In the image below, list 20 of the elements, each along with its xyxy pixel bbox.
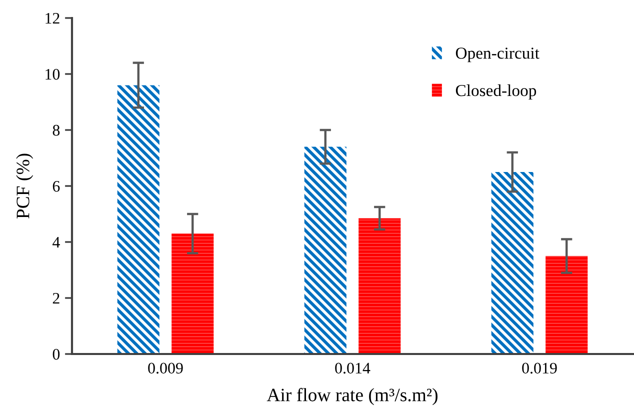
x-axis-title: Air flow rate (m³/s.m²): [266, 388, 438, 406]
bar: [117, 85, 160, 354]
y-tick-label: 6: [52, 180, 60, 192]
bar: [304, 146, 346, 354]
legend-label: Open-circuit: [456, 48, 540, 62]
x-tick-label: 0.014: [335, 362, 370, 374]
x-tick-label: 0.009: [148, 362, 183, 374]
y-tick-label: 0: [52, 348, 60, 360]
x-tick-label: 0.019: [522, 362, 557, 374]
bar: [546, 256, 588, 354]
y-tick-label: 8: [52, 124, 60, 136]
bar: [491, 172, 534, 354]
y-tick-label: 2: [52, 292, 60, 304]
legend-label: Closed-loop: [456, 84, 536, 100]
y-tick-label: 4: [52, 237, 60, 248]
bar: [358, 218, 401, 354]
bar: [172, 234, 214, 354]
y-tick-label: 12: [46, 12, 60, 24]
y-axis-title: PCF (%): [16, 154, 34, 219]
y-tick-label: 10: [46, 68, 60, 80]
